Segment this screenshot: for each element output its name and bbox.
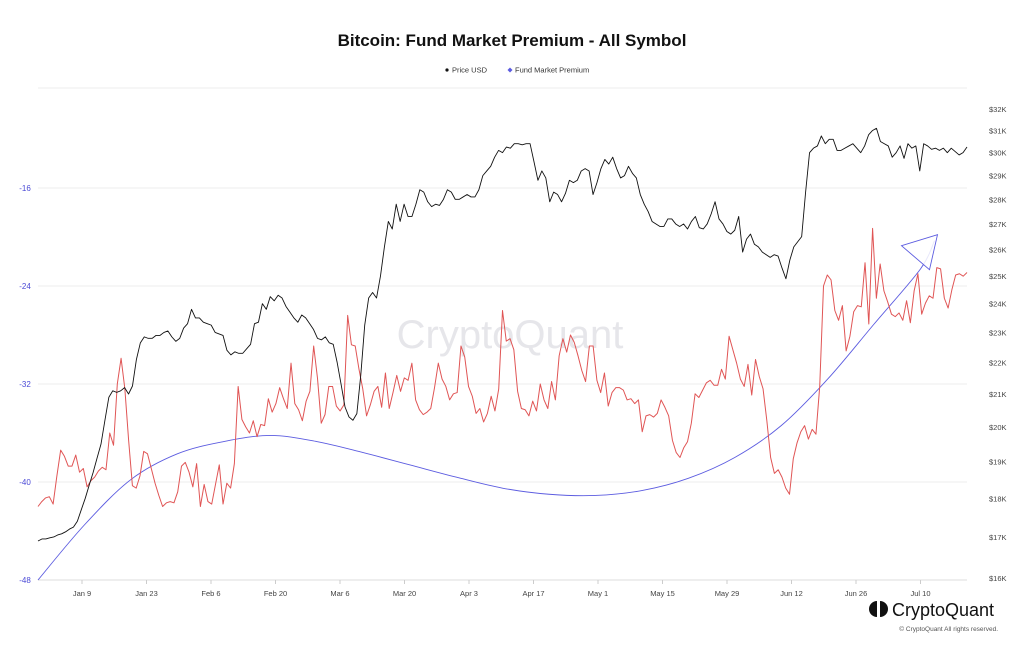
right-tick-label: $31K — [989, 126, 1007, 135]
x-axis: Jan 9 Jan 23 Feb 6 Feb 20 Mar 6 Mar 20 Apr 3 Ap… — [73, 580, 931, 598]
x-tick-label: Jun 12 — [780, 589, 803, 598]
right-tick-label: $23K — [989, 328, 1007, 337]
price-series-line — [37, 127, 968, 542]
premium-series-line — [37, 227, 968, 507]
watermark-text: CryptoQuant — [397, 313, 624, 357]
x-tick-label: Feb 20 — [264, 589, 287, 598]
x-tick-label: Jan 9 — [73, 589, 91, 598]
x-tick-label: Feb 6 — [201, 589, 220, 598]
right-tick-label: $20K — [989, 423, 1007, 432]
left-tick-label: -48 — [19, 576, 31, 585]
right-tick-label: $29K — [989, 172, 1007, 181]
right-tick-label: $25K — [989, 272, 1007, 281]
right-tick-label: $18K — [989, 494, 1007, 503]
left-tick-label: -24 — [19, 282, 31, 291]
x-tick-label: Mar 20 — [393, 589, 416, 598]
x-tick-label: Mar 6 — [330, 589, 349, 598]
series-layer — [37, 127, 968, 581]
brand-logo: CryptoQuant — [869, 600, 994, 620]
x-tick-label: May 15 — [650, 589, 675, 598]
gridlines — [38, 87, 967, 581]
right-tick-label: $32K — [989, 105, 1007, 114]
x-tick-label: May 1 — [588, 589, 608, 598]
legend-marker-price — [445, 68, 449, 72]
legend-marker-premium — [507, 67, 513, 73]
legend-item-premium[interactable]: Fund Market Premium — [507, 66, 590, 75]
x-tick-label: Apr 17 — [522, 589, 544, 598]
x-tick-label: Jun 26 — [845, 589, 868, 598]
right-tick-label: $24K — [989, 300, 1007, 309]
x-tick-label: May 29 — [715, 589, 740, 598]
x-tick-label: Jan 23 — [135, 589, 158, 598]
brand-name: CryptoQuant — [892, 600, 994, 620]
right-tick-label: $17K — [989, 533, 1007, 542]
right-tick-label: $27K — [989, 220, 1007, 229]
x-tick-label: Apr 3 — [460, 589, 478, 598]
trend-curve-line — [37, 240, 935, 581]
trend-arrowhead — [900, 234, 939, 271]
legend-label-price: Price USD — [452, 66, 488, 75]
left-tick-label: -16 — [19, 184, 31, 193]
copyright-text: © CryptoQuant All rights reserved. — [899, 625, 998, 633]
x-tick-label: Jul 10 — [910, 589, 930, 598]
right-tick-label: $21K — [989, 390, 1007, 399]
legend: Price USD Fund Market Premium — [445, 66, 589, 75]
right-tick-label: $22K — [989, 359, 1007, 368]
left-axis: -16 -24 -32 -40 -48 — [19, 184, 31, 585]
right-axis: $32K $31K $30K $29K $28K $27K $26K $25K $24K $23K… — [989, 105, 1007, 583]
legend-item-price[interactable]: Price USD — [445, 66, 488, 75]
chart-title: Bitcoin: Fund Market Premium - All Symbo… — [338, 31, 687, 50]
left-tick-label: -32 — [19, 380, 31, 389]
right-tick-label: $26K — [989, 245, 1007, 254]
right-tick-label: $19K — [989, 458, 1007, 467]
cryptoquant-logo-icon — [869, 601, 888, 617]
right-tick-label: $16K — [989, 574, 1007, 583]
legend-label-premium: Fund Market Premium — [515, 66, 589, 75]
left-tick-label: -40 — [19, 478, 31, 487]
right-tick-label: $28K — [989, 195, 1007, 204]
right-tick-label: $30K — [989, 149, 1007, 158]
